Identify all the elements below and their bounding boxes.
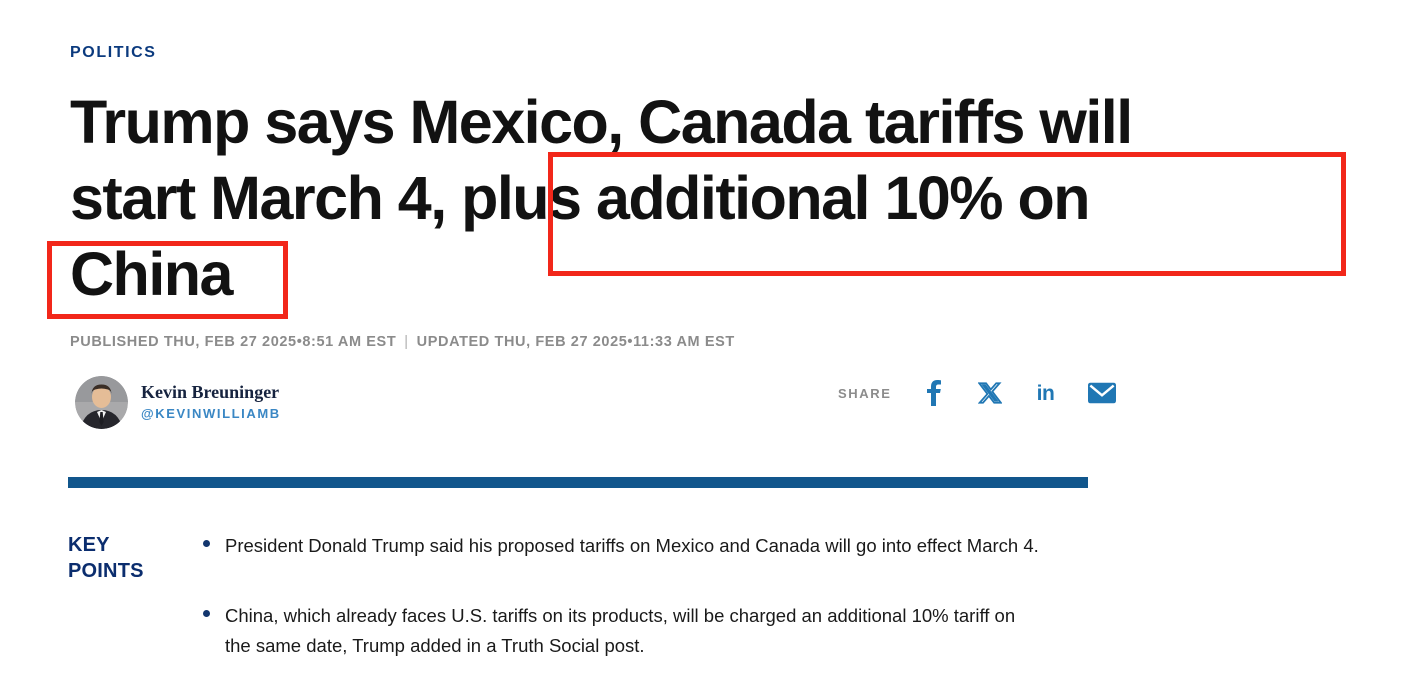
updated-time: UPDATED THU, FEB 27 2025•11:33 AM EST xyxy=(416,334,735,350)
linkedin-icon: in xyxy=(1036,381,1055,405)
headline-line-2: start March 4, plus additional 10% on xyxy=(70,164,1091,232)
timestamp-separator: | xyxy=(404,334,409,350)
section-link-politics[interactable]: POLITICS xyxy=(70,44,157,61)
facebook-icon xyxy=(926,380,941,406)
headline-line-3: China xyxy=(70,240,233,308)
linkedin-share-button[interactable]: in xyxy=(1032,380,1060,406)
published-time: PUBLISHED THU, FEB 27 2025•8:51 AM EST xyxy=(70,334,397,350)
author-twitter-handle-link[interactable]: @KEVINWILLIAMB xyxy=(141,406,281,421)
author-name-link[interactable]: Kevin Breuninger xyxy=(141,382,280,402)
author-avatar[interactable] xyxy=(75,376,128,429)
article-headline: Trump says Mexico, Canada tariffs will s… xyxy=(70,84,1400,312)
email-icon xyxy=(1087,382,1116,404)
key-point-text: President Donald Trump said his proposed… xyxy=(225,535,1039,556)
share-label: SHARE xyxy=(838,385,892,401)
section-divider-bar xyxy=(68,477,1088,488)
key-points-list: President Donald Trump said his proposed… xyxy=(203,531,1045,689)
x-icon xyxy=(977,382,1002,404)
headline-line-1: Trump says Mexico, Canada tariffs will xyxy=(70,88,1133,156)
author-photo xyxy=(75,376,128,429)
key-points-heading: KEY POINTS xyxy=(68,534,144,582)
key-point-text: China, which already faces U.S. tariffs … xyxy=(225,604,1016,657)
bullet-dot-icon xyxy=(203,540,210,547)
publish-timestamp: PUBLISHED THU, FEB 27 2025•8:51 AM EST | U… xyxy=(70,334,735,350)
key-point-item: President Donald Trump said his proposed… xyxy=(203,531,1045,562)
key-point-item: China, which already faces U.S. tariffs … xyxy=(203,601,1045,662)
facebook-share-button[interactable] xyxy=(920,380,948,406)
bullet-dot-icon xyxy=(203,609,210,617)
email-share-button[interactable] xyxy=(1087,380,1116,406)
x-share-button[interactable] xyxy=(976,380,1004,406)
share-toolbar: SHARE in xyxy=(838,380,1116,406)
